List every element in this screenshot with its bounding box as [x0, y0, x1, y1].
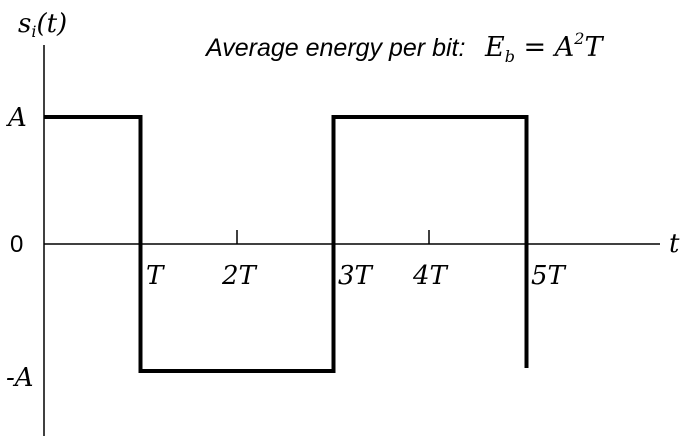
y-tick-label-zero: 0	[10, 231, 23, 258]
y-tick-label-negA: -A	[6, 363, 34, 393]
x-tick-label-2T: 2T	[221, 261, 258, 291]
x-tick-label-5T: 5T	[531, 261, 567, 291]
caption-formula: Eb = A2T	[484, 29, 604, 66]
waveform-line	[44, 115, 529, 373]
x-tick-label-T: T	[146, 261, 165, 291]
x-axis-label: t	[669, 229, 680, 259]
caption-text: Average energy per bit:	[204, 34, 465, 62]
x-tick-label-4T: 4T	[412, 261, 449, 291]
y-tick-label-A: A	[6, 103, 27, 133]
x-tick-label-3T: 3T	[338, 261, 374, 291]
y-axis-label: si(t)	[18, 9, 67, 41]
